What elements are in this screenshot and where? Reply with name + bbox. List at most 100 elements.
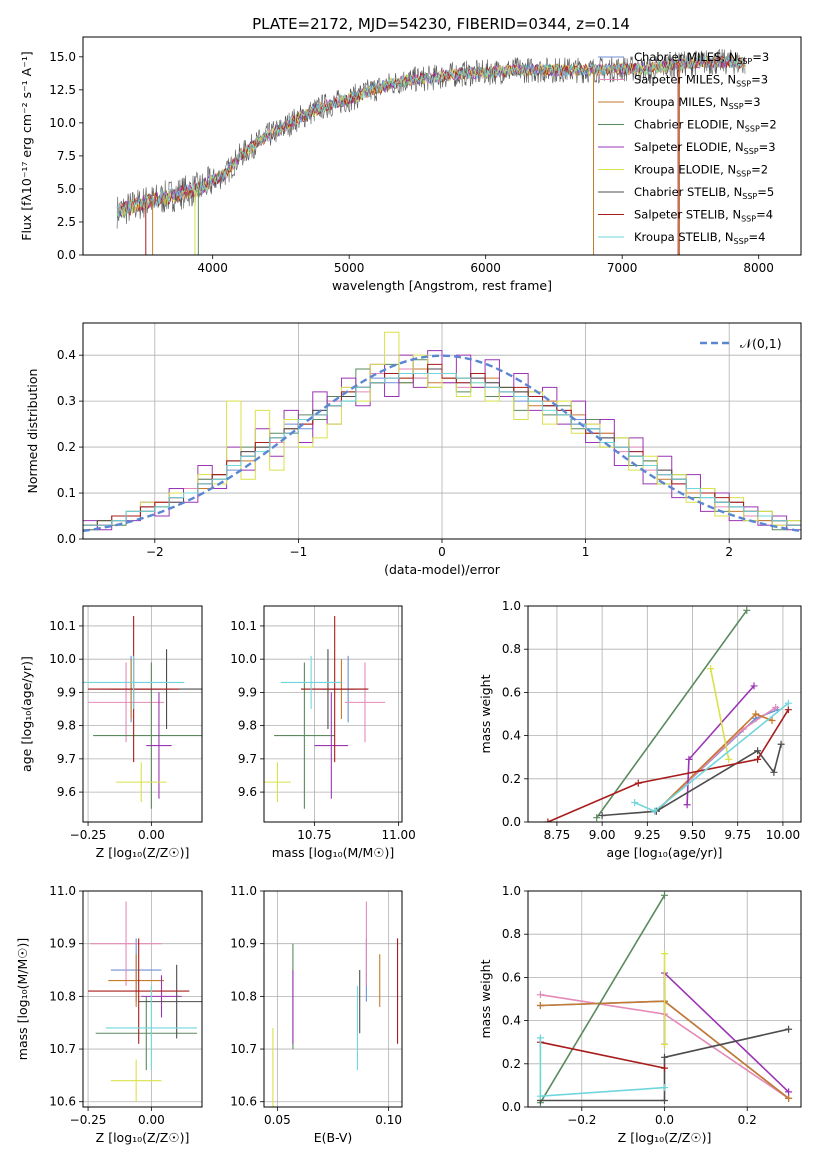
legend-nssp-prefix: , N	[720, 73, 736, 87]
y-axis-label: Normed distribution	[25, 369, 40, 494]
plot-area	[88, 901, 202, 1102]
weight-vs-age-panel: 8.75 9.00 9.25 9.50 9.75 10.00 0.0 0.2 0.4 0.6 0.8…	[478, 599, 802, 860]
legend-nssp-prefix: , N	[718, 230, 734, 244]
spectrum-line	[116, 48, 746, 229]
plot-area	[272, 901, 399, 1107]
weight-point-marker	[593, 814, 601, 822]
weight-line	[596, 609, 748, 819]
legend-label: Chabrier ELODIE, NSSP=2	[634, 118, 777, 134]
x-tick-label: 9.00	[589, 828, 616, 842]
x-tick-label: 11.00	[381, 828, 415, 842]
y-axis-label: mass weight	[478, 674, 493, 753]
legend-label: Salpeter MILES, NSSP=3	[634, 73, 768, 89]
axes-frame	[263, 890, 403, 1108]
weight-point-marker	[784, 706, 792, 714]
x-tick-label: −1	[290, 545, 308, 559]
x-tick-label: 0.0	[655, 1113, 674, 1127]
weight-point-marker	[685, 755, 693, 763]
weight-point-marker	[661, 1040, 668, 1048]
plot-area	[83, 331, 801, 533]
weight-point-marker	[536, 1092, 544, 1100]
y-tick-label: 9.7	[57, 752, 76, 766]
y-tick-label: 10.9	[49, 937, 76, 951]
x-tick-label: −0.25	[70, 1113, 107, 1127]
plot-area	[264, 615, 386, 809]
x-tick-label: −2	[146, 545, 164, 559]
x-tick-label: 9.25	[634, 828, 661, 842]
axes-frame	[527, 605, 802, 823]
x-tick-label: 0	[438, 545, 446, 559]
legend-label: Salpeter STELIB, NSSP=4	[634, 208, 773, 224]
y-tick-label: 10.0	[230, 652, 257, 666]
legend-series-name: Salpeter STELIB	[634, 208, 725, 222]
legend-nssp-equals: =	[757, 185, 767, 199]
y-tick-label: 0.0	[57, 248, 76, 262]
y-tick-label: 11.0	[230, 884, 257, 898]
x-tick-label: −0.2	[567, 1113, 596, 1127]
y-axis-label: mass weight	[478, 959, 493, 1038]
legend-nssp-subscript: SSP	[742, 192, 757, 201]
weight-point-marker	[785, 1094, 793, 1102]
histogram-step	[83, 363, 801, 526]
y-tick-label: 10.0	[49, 652, 76, 666]
y-tick-label: 9.6	[238, 785, 257, 799]
x-axis-label: Z [log₁₀(Z/Z☉)]	[96, 1130, 190, 1145]
weight-point-marker	[651, 807, 659, 815]
y-tick-label: 0.3	[57, 394, 76, 408]
y-tick-label: 12.5	[49, 83, 76, 97]
weight-point-marker	[785, 1025, 793, 1033]
legend-nssp-value: 2	[769, 118, 776, 132]
y-tick-label: 10.9	[230, 937, 257, 951]
weight-point-marker	[536, 1034, 544, 1042]
x-tick-label: 0.05	[264, 1113, 291, 1127]
legend-nssp-equals: =	[751, 73, 761, 87]
legend-nssp-value: 3	[761, 73, 768, 87]
y-tick-label: 0.2	[57, 440, 76, 454]
y-tick-label: 9.8	[57, 719, 76, 733]
axes-frame	[263, 605, 403, 823]
legend-nssp-subscript: SSP	[729, 102, 744, 111]
normal-distribution-curve	[83, 354, 801, 533]
legend-nssp-prefix: , N	[728, 140, 744, 154]
legend-nssp-subscript: SSP	[745, 125, 760, 134]
x-tick-label: 0.10	[375, 1113, 402, 1127]
legend-series-name: Chabrier MILES	[634, 50, 721, 64]
x-tick-label: 8000	[743, 261, 774, 275]
weight-point-marker	[598, 812, 606, 820]
y-tick-label: 1.0	[502, 884, 521, 898]
x-tick-label: 6000	[470, 261, 501, 275]
weight-point-marker	[631, 799, 639, 807]
weight-point-marker	[777, 740, 785, 748]
x-axis-label: Z [log₁₀(Z/Z☉)]	[618, 1130, 712, 1145]
weight-point-marker	[770, 768, 778, 776]
x-axis-label: E(B-V)	[314, 1130, 353, 1145]
y-axis-label: age [log₁₀(age/yr)]	[19, 656, 34, 772]
weight-point-marker	[661, 1084, 668, 1092]
weight-point-marker	[661, 1053, 668, 1061]
legend-nssp-equals: =	[756, 208, 766, 222]
x-tick-label: 0.2	[738, 1113, 757, 1127]
legend-series-name: Chabrier STELIB	[634, 185, 726, 199]
weight-point-marker	[785, 1088, 793, 1096]
weight-point-marker	[661, 1064, 668, 1072]
x-tick-label: 7000	[607, 261, 638, 275]
legend-nssp-prefix: , N	[726, 185, 742, 199]
axes-frame	[82, 322, 802, 540]
weight-line	[540, 1041, 665, 1069]
y-tick-label: 10.7	[230, 1042, 257, 1056]
y-tick-label: 0.4	[57, 348, 76, 362]
y-tick-label: 5.0	[57, 182, 76, 196]
weight-point-marker	[707, 665, 715, 673]
plot-area	[536, 891, 793, 1107]
legend-nssp-value: 3	[762, 50, 769, 64]
y-tick-label: 10.8	[230, 989, 257, 1003]
y-tick-label: 7.5	[57, 149, 76, 163]
legend-nssp-equals: =	[751, 163, 761, 177]
weight-point-marker	[634, 779, 642, 787]
y-tick-label: 10.7	[49, 1042, 76, 1056]
y-tick-label: 0.6	[502, 970, 521, 984]
figure-title: PLATE=2172, MJD=54230, FIBERID=0344, z=0…	[252, 15, 630, 33]
y-axis-label: Flux [fλ10⁻¹⁷ erg cm⁻² s⁻¹ A⁻¹]	[19, 51, 34, 240]
y-tick-label: 10.6	[230, 1095, 257, 1109]
